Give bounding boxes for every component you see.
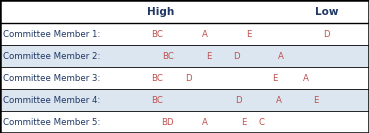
- Text: Committee Member 3:: Committee Member 3:: [3, 74, 100, 83]
- Text: BC: BC: [151, 74, 163, 83]
- Text: E: E: [206, 52, 211, 61]
- Text: Committee Member 4:: Committee Member 4:: [3, 96, 100, 105]
- FancyBboxPatch shape: [0, 45, 369, 67]
- Text: Low: Low: [315, 7, 338, 17]
- Text: D: D: [323, 30, 330, 39]
- Text: Committee Member 1:: Committee Member 1:: [3, 30, 100, 39]
- Text: A: A: [303, 74, 309, 83]
- Text: Committee Member 5:: Committee Member 5:: [3, 118, 100, 126]
- Text: D: D: [233, 52, 239, 61]
- Text: E: E: [313, 96, 318, 105]
- Text: Committee Member 2:: Committee Member 2:: [3, 52, 100, 61]
- Text: BC: BC: [162, 52, 174, 61]
- Text: A: A: [277, 52, 283, 61]
- Text: A: A: [202, 118, 208, 126]
- Text: A: A: [202, 30, 208, 39]
- Text: E: E: [246, 30, 252, 39]
- Text: D: D: [185, 74, 192, 83]
- Text: E: E: [272, 74, 277, 83]
- Text: C: C: [259, 118, 265, 126]
- FancyBboxPatch shape: [0, 0, 369, 23]
- Text: BC: BC: [151, 96, 163, 105]
- FancyBboxPatch shape: [0, 89, 369, 111]
- FancyBboxPatch shape: [0, 111, 369, 133]
- Text: D: D: [235, 96, 241, 105]
- Text: BD: BD: [162, 118, 174, 126]
- Text: E: E: [241, 118, 246, 126]
- FancyBboxPatch shape: [0, 23, 369, 45]
- Text: High: High: [147, 7, 174, 17]
- Text: A: A: [276, 96, 282, 105]
- Text: BC: BC: [151, 30, 163, 39]
- FancyBboxPatch shape: [0, 67, 369, 89]
